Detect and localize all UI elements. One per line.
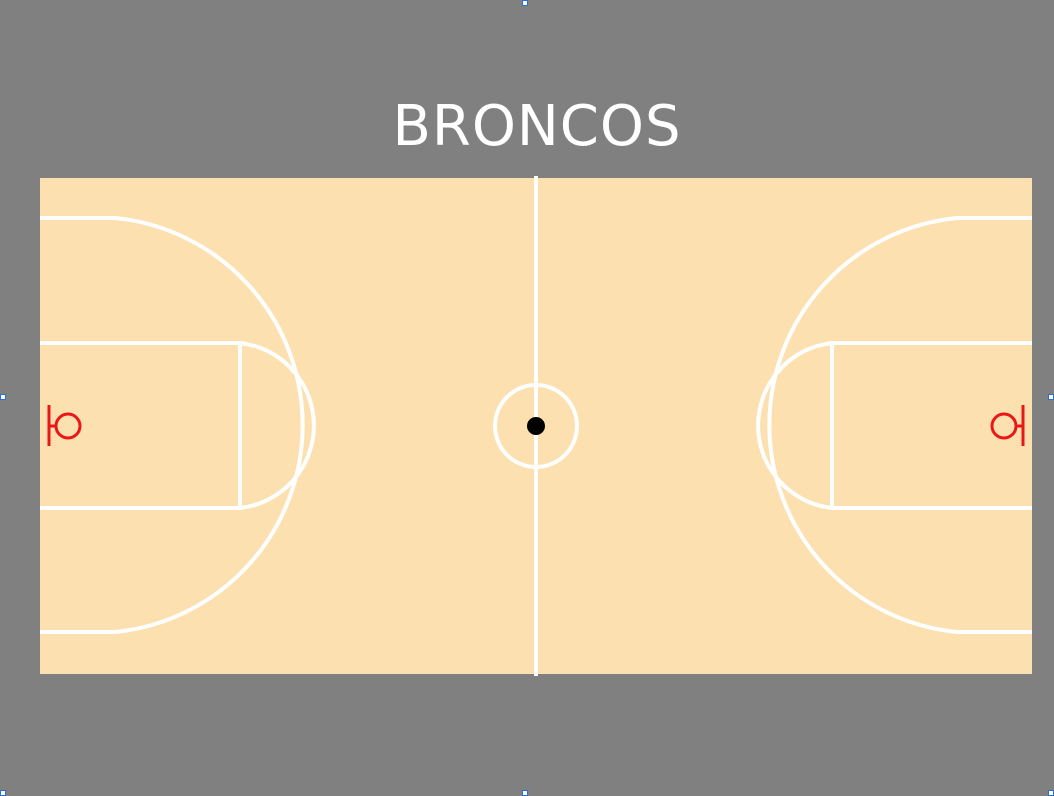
- right-three-point-line: [767, 216, 1032, 634]
- ball-icon[interactable]: [527, 417, 545, 435]
- selection-handle-bottom[interactable]: [522, 790, 528, 796]
- left-free-throw-arc: [239, 341, 316, 510]
- slide-title[interactable]: BRONCOS: [392, 94, 682, 159]
- center-circle: [493, 383, 579, 469]
- left-three-point-line: [40, 216, 305, 634]
- court-lines: [40, 176, 1032, 676]
- basket-hoop-icon: [47, 405, 82, 446]
- selection-handle-top[interactable]: [522, 0, 528, 6]
- selection-handle-right[interactable]: [1048, 394, 1054, 400]
- selection-handle-bottom-right[interactable]: [1048, 790, 1054, 796]
- right-key: [830, 341, 1032, 510]
- right-free-throw-arc: [756, 341, 833, 510]
- left-key: [40, 341, 242, 510]
- selection-handle-bottom-left[interactable]: [0, 790, 6, 796]
- basket-hoop-icon: [990, 405, 1025, 446]
- selection-handle-left[interactable]: [0, 394, 6, 400]
